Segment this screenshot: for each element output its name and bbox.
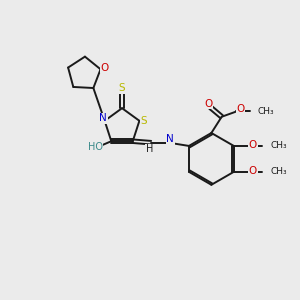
Text: CH₃: CH₃: [271, 167, 287, 176]
Text: HO: HO: [88, 142, 103, 152]
Text: O: O: [204, 99, 212, 109]
Text: CH₃: CH₃: [258, 107, 274, 116]
Text: H: H: [146, 144, 153, 154]
Text: O: O: [101, 63, 109, 73]
Text: N: N: [99, 113, 107, 123]
Text: O: O: [249, 140, 257, 150]
Text: O: O: [249, 166, 257, 176]
Text: CH₃: CH₃: [271, 141, 287, 150]
Text: S: S: [119, 83, 125, 93]
Text: O: O: [236, 104, 244, 114]
Text: N: N: [166, 134, 174, 144]
Text: S: S: [140, 116, 147, 126]
